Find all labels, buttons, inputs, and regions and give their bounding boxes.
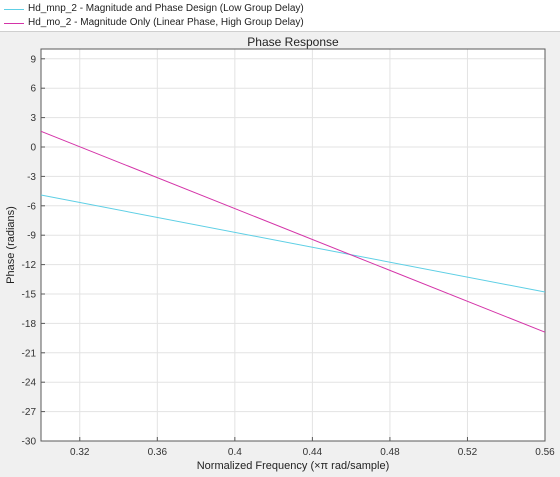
axes-frame	[40, 48, 546, 442]
plot-area[interactable]	[41, 49, 545, 441]
y-tick-label: -9	[27, 231, 36, 242]
tick-marks	[41, 58, 546, 442]
y-tick-label: -30	[22, 437, 37, 448]
legend: Hd_mnp_2 - Magnitude and Phase Design (L…	[0, 0, 560, 32]
x-tick-label: 0.4	[228, 447, 242, 458]
x-tick-label: 0.52	[458, 447, 478, 458]
y-tick-label: -3	[27, 172, 36, 183]
x-tick-label: 0.32	[70, 447, 90, 458]
legend-swatch-mnp	[4, 8, 24, 10]
series-line-mnp[interactable]	[40, 194, 546, 293]
y-tick-label: -15	[22, 290, 37, 301]
legend-label-mo: Hd_mo_2 - Magnitude Only (Linear Phase, …	[28, 17, 304, 28]
y-axis-label: Phase (radians)	[5, 206, 17, 284]
series-line-mo[interactable]	[40, 130, 546, 333]
y-tick-label: -6	[27, 201, 36, 212]
y-tick-label: -27	[22, 407, 37, 418]
x-tick-label: 0.56	[535, 447, 555, 458]
legend-entry-mnp[interactable]: Hd_mnp_2 - Magnitude and Phase Design (L…	[4, 2, 304, 16]
y-tick-label: 6	[30, 84, 36, 95]
series-layer	[40, 130, 546, 333]
x-axis-label: Normalized Frequency (×π rad/sample)	[197, 460, 390, 472]
y-tick-label: -12	[22, 260, 37, 271]
y-tick-label: 0	[30, 143, 36, 154]
x-tick-label: 0.36	[148, 447, 168, 458]
legend-label-mnp: Hd_mnp_2 - Magnitude and Phase Design (L…	[28, 3, 304, 14]
y-tick-label: -24	[22, 378, 37, 389]
y-tick-label: -21	[22, 348, 37, 359]
tick-labels: 0.32 0.36 0.4 0.44 0.48 0.52 0.56 9 6 3 0 -3 -6 -9 -12…	[22, 54, 556, 458]
x-tick-label: 0.48	[380, 447, 400, 458]
x-tick-label: 0.44	[303, 447, 323, 458]
legend-swatch-mo	[4, 22, 24, 24]
legend-entry-mo[interactable]: Hd_mo_2 - Magnitude Only (Linear Phase, …	[4, 16, 304, 30]
y-tick-label: 9	[30, 54, 36, 65]
y-tick-label: 3	[30, 113, 36, 124]
chart-title: Phase Response	[247, 35, 339, 49]
y-tick-label: -18	[22, 319, 37, 330]
